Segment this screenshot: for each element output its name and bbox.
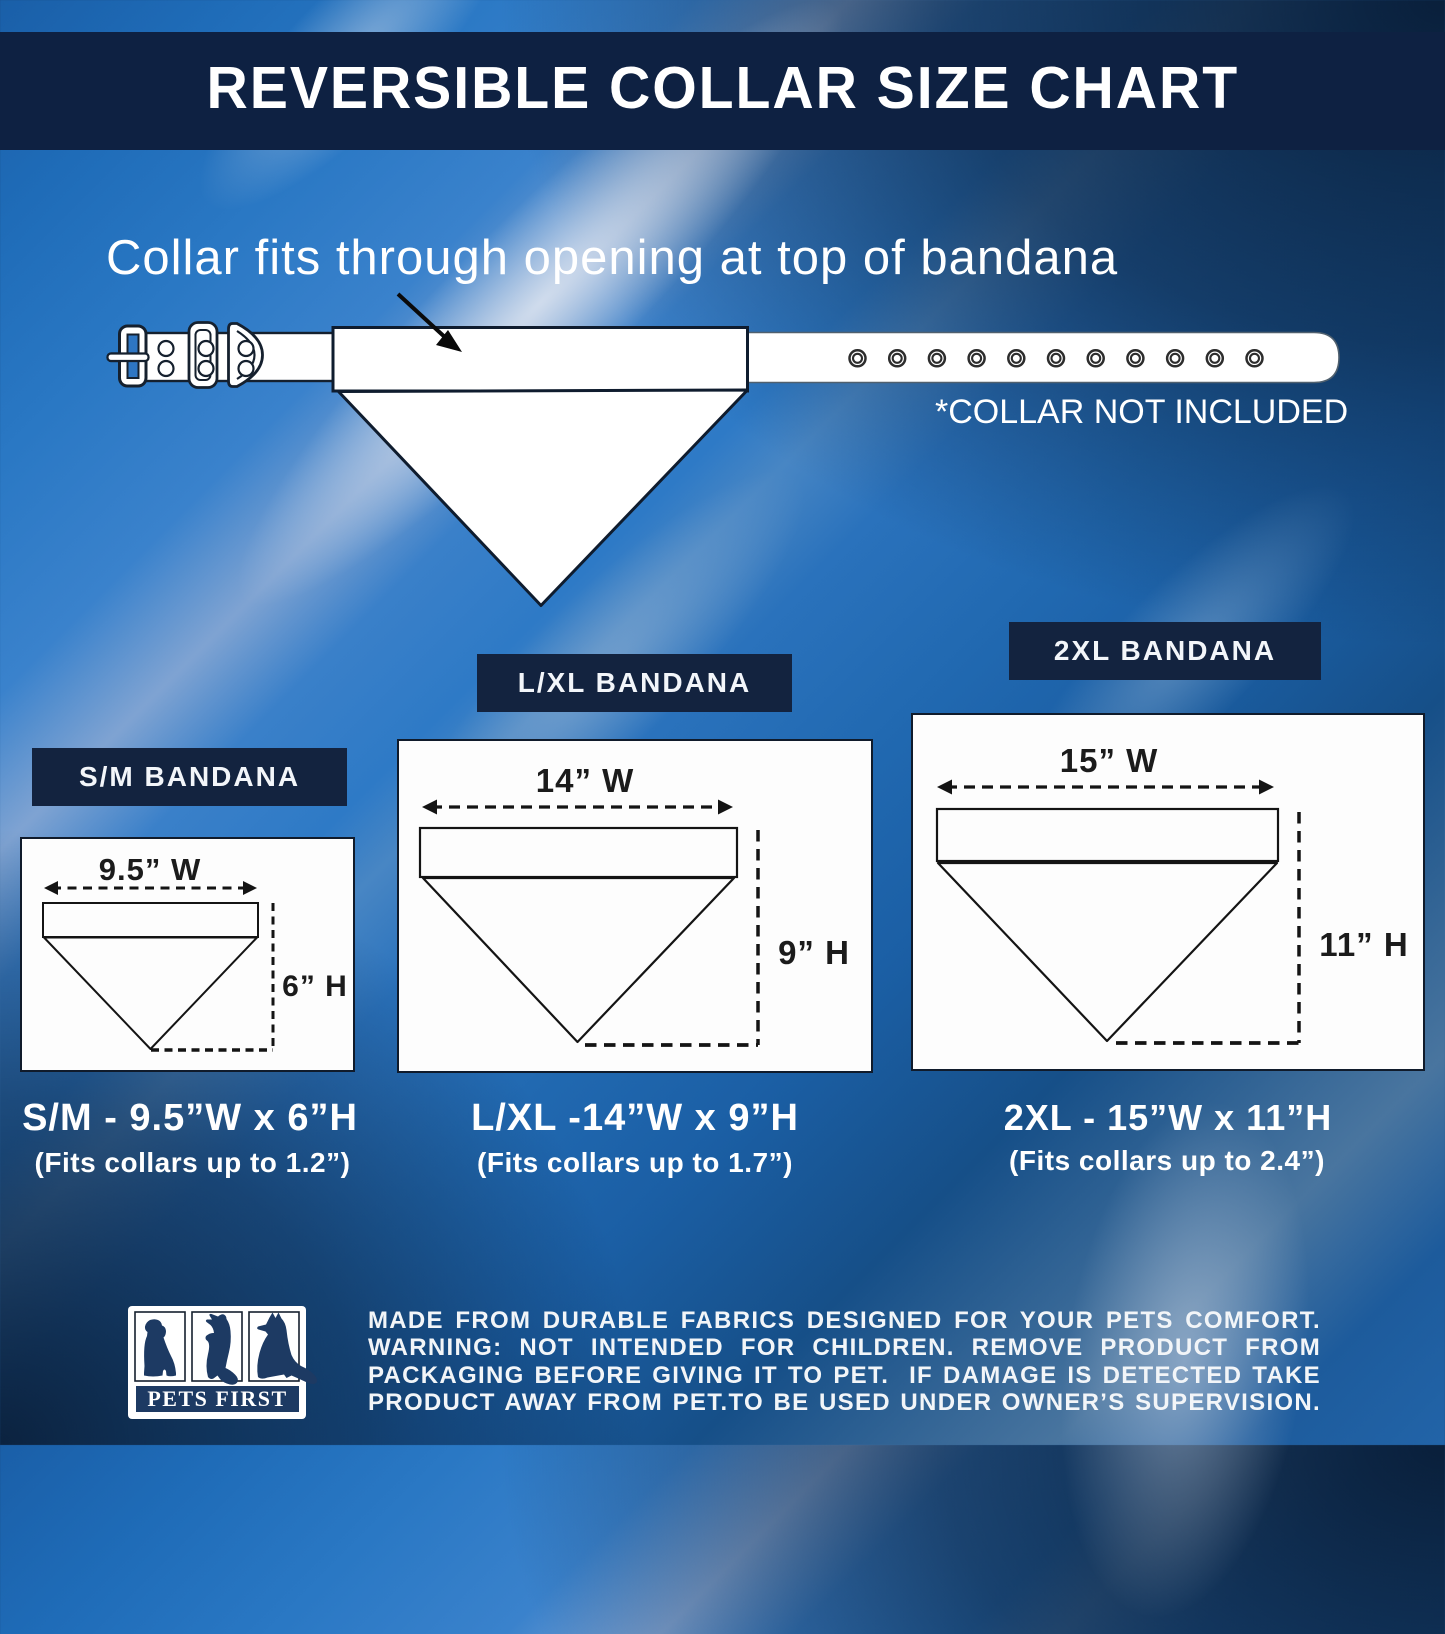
- svg-text:9” H: 9” H: [778, 934, 850, 971]
- svg-text:6” H: 6” H: [282, 970, 348, 1003]
- svg-text:14” W: 14” W: [536, 762, 635, 799]
- svg-text:11” H: 11” H: [1319, 926, 1408, 963]
- svg-text:9.5” W: 9.5” W: [99, 852, 201, 887]
- svg-text:15” W: 15” W: [1060, 742, 1159, 779]
